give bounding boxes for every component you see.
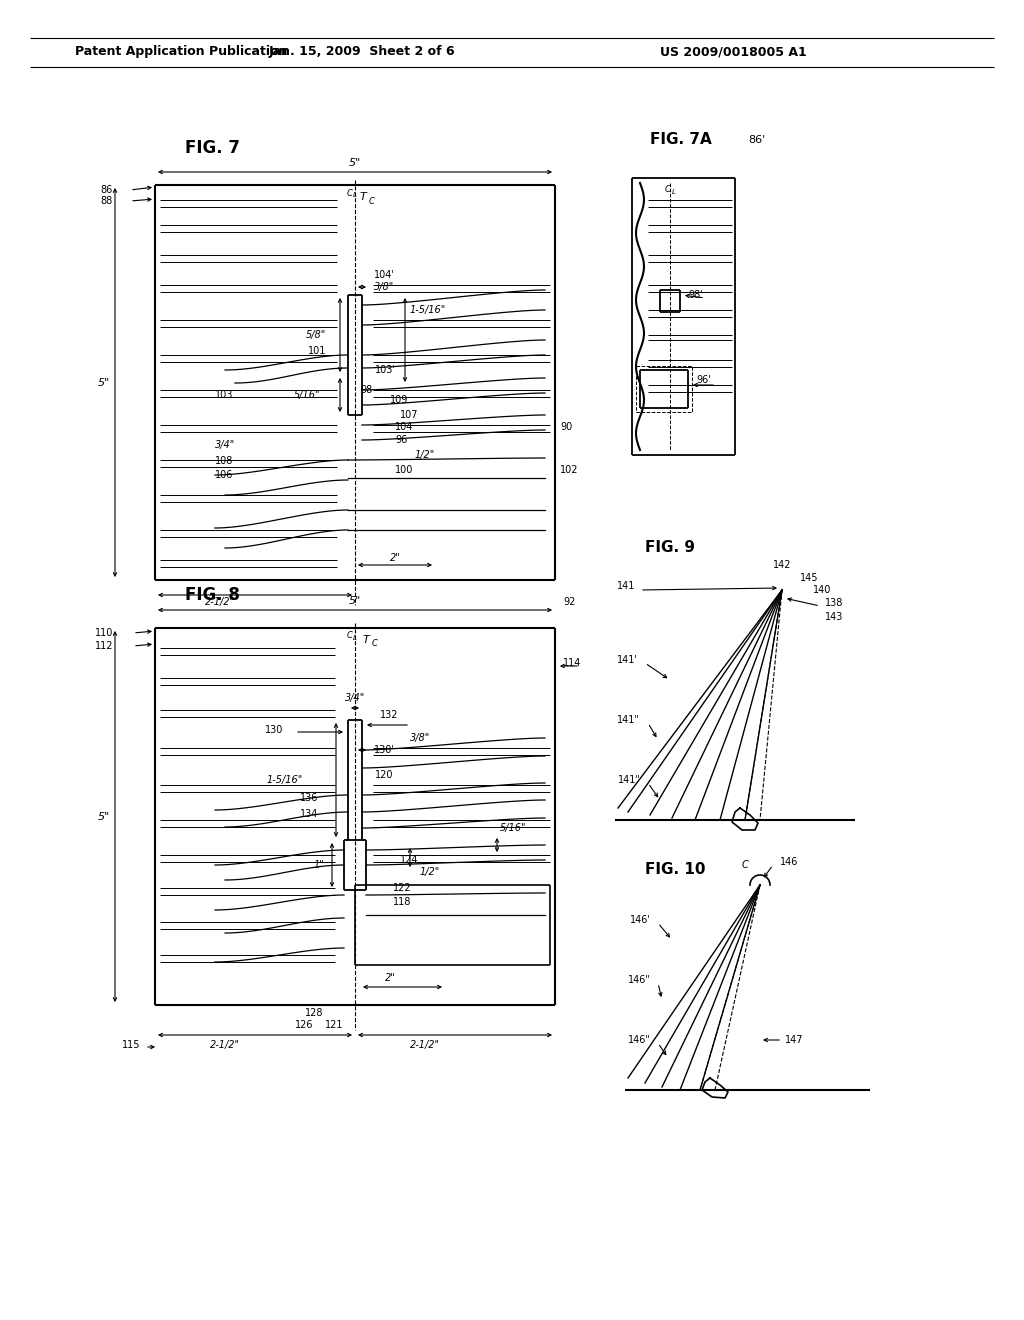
Text: 3/8": 3/8" <box>410 733 430 743</box>
Text: L: L <box>353 191 357 198</box>
Text: 3/8": 3/8" <box>374 282 394 292</box>
Text: 108: 108 <box>215 455 233 466</box>
Text: 102: 102 <box>560 465 579 475</box>
Text: 5": 5" <box>97 378 110 388</box>
Text: 1/2": 1/2" <box>420 867 440 876</box>
Text: C: C <box>742 861 749 870</box>
Text: Jan. 15, 2009  Sheet 2 of 6: Jan. 15, 2009 Sheet 2 of 6 <box>268 45 456 58</box>
Text: 5/16": 5/16" <box>294 389 319 400</box>
Text: 141': 141' <box>617 655 638 665</box>
Text: 98: 98 <box>360 385 373 395</box>
Text: L: L <box>672 189 676 195</box>
Text: 147: 147 <box>785 1035 804 1045</box>
Text: 3/4": 3/4" <box>215 440 236 450</box>
Text: 96': 96' <box>696 375 711 385</box>
Text: 130: 130 <box>265 725 284 735</box>
Text: 2": 2" <box>385 973 395 983</box>
Text: T: T <box>360 191 367 202</box>
Text: US 2009/0018005 A1: US 2009/0018005 A1 <box>660 45 807 58</box>
Text: 145: 145 <box>800 573 818 583</box>
Text: FIG. 9: FIG. 9 <box>645 540 695 556</box>
Text: 143: 143 <box>825 612 844 622</box>
Text: 121: 121 <box>325 1020 343 1030</box>
Text: 98': 98' <box>688 290 702 300</box>
Text: C: C <box>665 186 671 194</box>
Text: 136: 136 <box>300 793 318 803</box>
Text: 110: 110 <box>94 628 113 638</box>
Text: 5": 5" <box>349 597 361 606</box>
Text: 104': 104' <box>374 271 395 280</box>
Text: FIG. 10: FIG. 10 <box>645 862 706 878</box>
Text: 120: 120 <box>375 770 393 780</box>
Text: T: T <box>362 635 370 645</box>
Text: FIG. 7A: FIG. 7A <box>650 132 712 148</box>
Text: 140: 140 <box>813 585 831 595</box>
Text: 86': 86' <box>748 135 765 145</box>
Text: Patent Application Publication: Patent Application Publication <box>75 45 288 58</box>
Text: 106: 106 <box>215 470 233 480</box>
Text: 114: 114 <box>563 657 582 668</box>
Text: 141: 141 <box>617 581 635 591</box>
Text: L: L <box>353 635 357 642</box>
Text: 115: 115 <box>122 1040 140 1049</box>
Text: 146": 146" <box>628 1035 651 1045</box>
Text: C: C <box>369 197 375 206</box>
Text: 132: 132 <box>380 710 398 719</box>
Text: 1-5/16": 1-5/16" <box>266 775 303 785</box>
Text: 146": 146" <box>628 975 651 985</box>
Text: 5/8": 5/8" <box>306 330 326 341</box>
Text: C: C <box>347 189 353 198</box>
Text: 5/16": 5/16" <box>500 822 526 833</box>
Text: C: C <box>347 631 353 640</box>
Text: 3/4": 3/4" <box>345 693 366 704</box>
Text: 92: 92 <box>563 597 575 607</box>
Text: 130': 130' <box>374 744 395 755</box>
Text: 1-5/16": 1-5/16" <box>410 305 446 315</box>
Text: 104: 104 <box>395 422 414 432</box>
Text: 124: 124 <box>400 855 419 865</box>
Text: 118: 118 <box>393 898 412 907</box>
Text: 109: 109 <box>390 395 409 405</box>
Text: 134: 134 <box>300 809 318 818</box>
Text: 141": 141" <box>618 775 641 785</box>
Text: 128: 128 <box>305 1008 324 1018</box>
Text: 2-1/2": 2-1/2" <box>210 1040 240 1049</box>
Text: 5": 5" <box>349 158 361 168</box>
Text: 2-1/2": 2-1/2" <box>410 1040 440 1049</box>
Text: FIG. 8: FIG. 8 <box>185 586 240 605</box>
Text: 96: 96 <box>395 436 408 445</box>
Text: 126: 126 <box>295 1020 313 1030</box>
Text: 2": 2" <box>389 553 400 564</box>
Text: 2-1/2": 2-1/2" <box>205 597 234 607</box>
Text: 146': 146' <box>630 915 651 925</box>
Text: 88: 88 <box>100 195 113 206</box>
Text: 1/2": 1/2" <box>415 450 435 459</box>
Text: 103: 103 <box>215 389 233 400</box>
Text: 107: 107 <box>400 411 419 420</box>
Text: 112: 112 <box>94 642 113 651</box>
Text: 138: 138 <box>825 598 844 609</box>
Text: FIG. 7: FIG. 7 <box>185 139 240 157</box>
Text: 100: 100 <box>395 465 414 475</box>
Text: 142: 142 <box>773 560 792 570</box>
Text: C: C <box>372 639 378 648</box>
Text: 90: 90 <box>560 422 572 432</box>
Text: 5": 5" <box>97 812 110 821</box>
Text: 101: 101 <box>307 346 326 356</box>
Text: 1": 1" <box>313 861 324 870</box>
Text: 122: 122 <box>393 883 412 894</box>
Bar <box>636 366 692 412</box>
Text: 141": 141" <box>617 715 640 725</box>
Text: 146: 146 <box>780 857 799 867</box>
Text: 103': 103' <box>375 366 396 375</box>
Text: 86: 86 <box>100 185 113 195</box>
